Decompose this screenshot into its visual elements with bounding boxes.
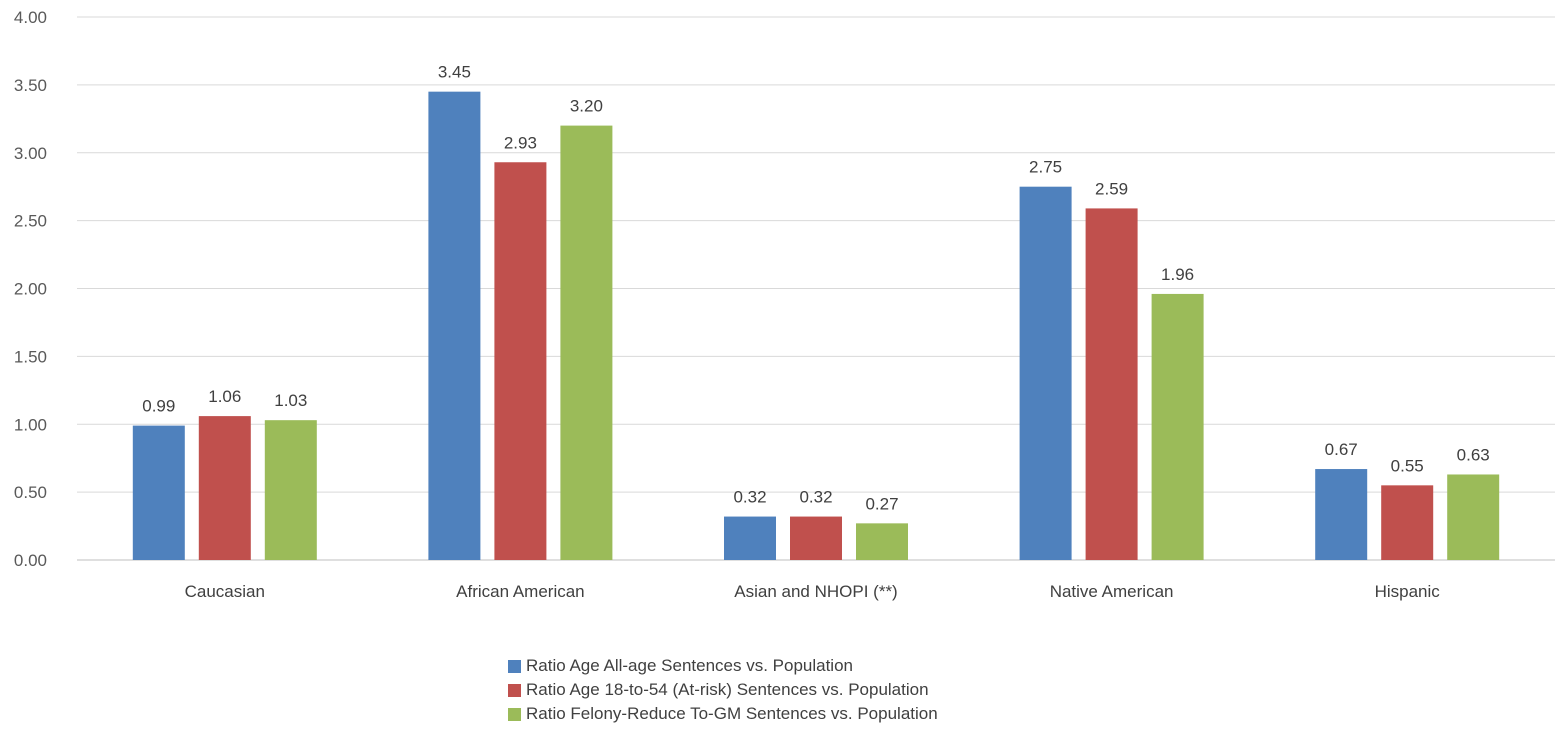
legend-label-felony-reduce: Ratio Felony-Reduce To-GM Sentences vs. … bbox=[526, 704, 938, 723]
data-label: 2.93 bbox=[504, 133, 537, 152]
category-label: African American bbox=[456, 582, 585, 601]
bar bbox=[560, 125, 613, 560]
bar bbox=[1151, 293, 1204, 560]
category-label: Caucasian bbox=[185, 582, 265, 601]
y-tick-label: 0.00 bbox=[14, 551, 47, 570]
y-tick-label: 3.00 bbox=[14, 144, 47, 163]
category-label: Asian and NHOPI (**) bbox=[734, 582, 897, 601]
data-label: 0.55 bbox=[1391, 456, 1424, 475]
bar bbox=[1085, 208, 1138, 560]
data-label: 2.75 bbox=[1029, 158, 1062, 177]
legend: Ratio Age All-age Sentences vs. Populati… bbox=[508, 654, 938, 726]
bar bbox=[132, 425, 185, 560]
data-label: 1.06 bbox=[208, 387, 241, 406]
data-label: 1.96 bbox=[1161, 265, 1194, 284]
y-tick-label: 4.00 bbox=[14, 8, 47, 27]
legend-label-at-risk: Ratio Age 18-to-54 (At-risk) Sentences v… bbox=[526, 680, 929, 699]
bar bbox=[724, 516, 776, 560]
data-label: 0.63 bbox=[1457, 445, 1490, 464]
data-label: 3.45 bbox=[438, 63, 471, 82]
bar bbox=[856, 523, 908, 560]
category-label: Native American bbox=[1050, 582, 1174, 601]
y-tick-label: 1.00 bbox=[14, 415, 47, 434]
y-tick-label: 2.00 bbox=[14, 280, 47, 299]
legend-swatch-at-risk bbox=[508, 683, 521, 697]
y-tick-label: 0.50 bbox=[14, 483, 47, 502]
bar bbox=[1019, 186, 1072, 560]
data-label: 0.27 bbox=[865, 494, 898, 513]
bar bbox=[198, 416, 251, 560]
legend-item-felony-reduce: Ratio Felony-Reduce To-GM Sentences vs. … bbox=[508, 702, 938, 726]
bar-chart: 0.00 0.50 1.00 1.50 2.00 2.50 3.00 3.50 4.00 0.99… bbox=[14, 8, 1555, 601]
bar bbox=[494, 162, 547, 560]
bar bbox=[1381, 485, 1434, 560]
bar bbox=[1315, 469, 1368, 560]
bar bbox=[264, 420, 317, 560]
category-label: Hispanic bbox=[1375, 582, 1441, 601]
legend-swatch-felony-reduce bbox=[508, 707, 521, 721]
legend-item-at-risk: Ratio Age 18-to-54 (At-risk) Sentences v… bbox=[508, 678, 938, 702]
y-tick-label: 3.50 bbox=[14, 76, 47, 95]
bar bbox=[790, 516, 842, 560]
data-label: 0.99 bbox=[142, 397, 175, 416]
data-label: 0.67 bbox=[1325, 440, 1358, 459]
data-label: 0.32 bbox=[733, 488, 766, 507]
data-label: 3.20 bbox=[570, 97, 603, 116]
data-label: 1.03 bbox=[274, 391, 307, 410]
legend-label-all-age: Ratio Age All-age Sentences vs. Populati… bbox=[526, 656, 853, 675]
bar bbox=[1447, 474, 1500, 560]
y-tick-label: 2.50 bbox=[14, 212, 47, 231]
data-label: 2.59 bbox=[1095, 179, 1128, 198]
legend-swatch-all-age bbox=[508, 659, 521, 673]
bar bbox=[428, 91, 481, 560]
data-label: 0.32 bbox=[799, 488, 832, 507]
y-tick-label: 1.50 bbox=[14, 347, 47, 366]
legend-item-all-age: Ratio Age All-age Sentences vs. Populati… bbox=[508, 654, 938, 678]
